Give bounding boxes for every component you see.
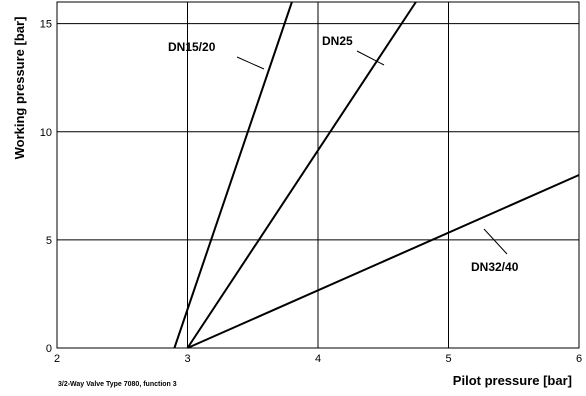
- series-label: DN25: [322, 34, 353, 48]
- series-label-leader: [483, 228, 508, 255]
- series-labels: DN15/20 DN25 DN32/40: [168, 34, 519, 274]
- label-leaders: [236, 50, 508, 255]
- x-axis-title: Pilot pressure [bar]: [453, 373, 572, 388]
- tick-labels: 2 3 4 5 6 0 5 10 15: [40, 19, 582, 365]
- series-line-dn15-20: [173, 1, 293, 349]
- y-tick-label: 15: [40, 19, 52, 31]
- series-label-leader: [356, 50, 385, 66]
- y-tick-label: 0: [46, 343, 52, 355]
- plot-frame: [56, 1, 580, 349]
- y-tick-label: 10: [40, 127, 52, 139]
- x-tick-label: 2: [54, 353, 60, 365]
- y-tick-label: 5: [46, 235, 52, 247]
- x-tick-label: 4: [315, 353, 321, 365]
- series-label: DN15/20: [168, 40, 216, 54]
- series-lines: [173, 1, 580, 349]
- grid-lines: [56, 2, 580, 349]
- x-tick-label: 3: [184, 353, 190, 365]
- x-tick-label: 6: [576, 353, 582, 365]
- series-line-dn25: [186, 1, 417, 349]
- figure-caption: 3/2-Way Valve Type 7080, function 3: [58, 381, 177, 388]
- series-line-dn32-40: [187, 174, 580, 349]
- y-axis-title: Working pressure [bar]: [12, 17, 27, 160]
- series-label-leader: [236, 56, 265, 70]
- series-label: DN32/40: [471, 260, 519, 274]
- x-tick-label: 5: [445, 353, 451, 365]
